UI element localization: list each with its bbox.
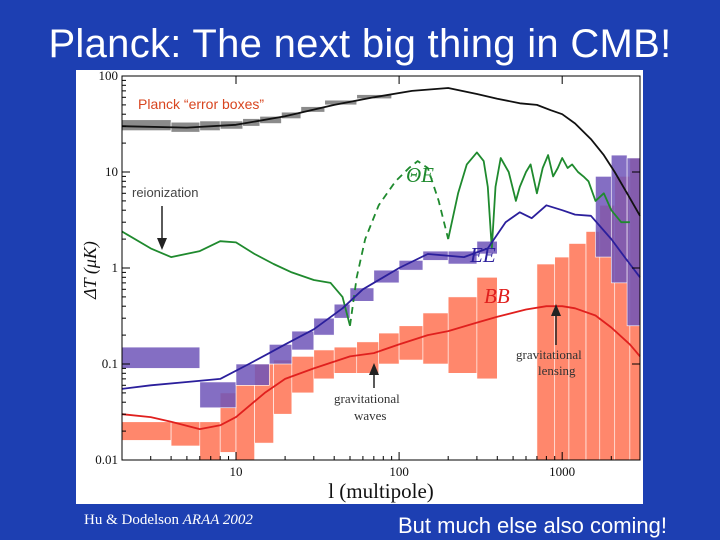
x-axis-label: l (multipole) [328, 479, 434, 503]
x-tick-label-0: 10 [229, 464, 242, 479]
bb-error-box-19 [585, 231, 601, 461]
y-tick-label-2: 1 [112, 260, 119, 275]
citation-journal: ARAA 2002 [182, 512, 253, 528]
ee-error-box-4 [291, 330, 315, 351]
axes: 10 100 1000 0.01 0.1 1 10 100 [95, 70, 641, 479]
waves-annotation-2: waves [354, 408, 387, 423]
lensing-annotation-2: lensing [538, 363, 576, 378]
ee-error-box-15 [626, 157, 641, 327]
bb-series-line [121, 305, 641, 430]
y-tick-label-0: 0.01 [95, 452, 118, 467]
lensing-arrowhead [551, 304, 561, 316]
bb-error-box-6 [273, 359, 293, 415]
reionization-annotation: reionization [132, 185, 199, 200]
spectrum-curves [121, 87, 641, 430]
ee-error-box-2 [235, 363, 270, 386]
citation: Hu & Dodelson ARAA 2002 [84, 512, 253, 529]
y-tick-label-3: 10 [105, 164, 118, 179]
ee-series-label: EE [469, 243, 496, 267]
ee-error-box-0 [121, 346, 201, 369]
bb-error-box-16 [536, 263, 556, 461]
ee-series-line [121, 204, 641, 390]
ee-error-box-5 [313, 317, 335, 336]
waves-annotation-1: gravitational [334, 391, 400, 406]
ee-error-box-1 [199, 381, 237, 409]
ee-error-box-7 [349, 287, 375, 302]
tt-error-box-8 [324, 99, 358, 106]
te_hi-series-line [447, 151, 630, 250]
slide-title: Planck: The next big thing in CMB! [48, 22, 672, 66]
waves-arrowhead [369, 363, 379, 375]
lensing-annotation-1: gravitational [516, 347, 582, 362]
te-series-label: ΘE [406, 163, 434, 187]
ee-error-box-9 [398, 260, 424, 271]
planck-annotation: Planck “error boxes” [138, 96, 264, 112]
y-axis-label: ΔT (μK) [80, 241, 101, 300]
bb-error-box-0 [121, 421, 172, 441]
bb-error-box-14 [447, 296, 478, 374]
power-spectrum-chart: 10 100 1000 0.01 0.1 1 10 100 Planck “error box… [80, 70, 641, 503]
error-boxes [121, 94, 641, 461]
bb-series-label: BB [484, 284, 510, 308]
x-tick-label-1: 100 [389, 464, 409, 479]
y-tick-label-4: 100 [99, 70, 119, 83]
te-series-line [121, 230, 351, 327]
bb-error-box-15 [476, 277, 498, 380]
bb-error-box-13 [422, 312, 449, 365]
ee-error-box-13 [595, 176, 612, 258]
footer-text: But much else also coming! [398, 513, 668, 538]
y-tick-label-1: 0.1 [102, 356, 118, 371]
chart-panel: 10 100 1000 0.01 0.1 1 10 100 Planck “error box… [76, 70, 643, 504]
x-tick-label-2: 1000 [549, 464, 575, 479]
reionization-arrowhead [157, 238, 167, 250]
citation-authors: Hu & Dodelson [84, 512, 179, 528]
bb-error-box-4 [235, 384, 255, 461]
tt-series-line [121, 87, 641, 217]
tt-error-box-0 [121, 119, 172, 131]
